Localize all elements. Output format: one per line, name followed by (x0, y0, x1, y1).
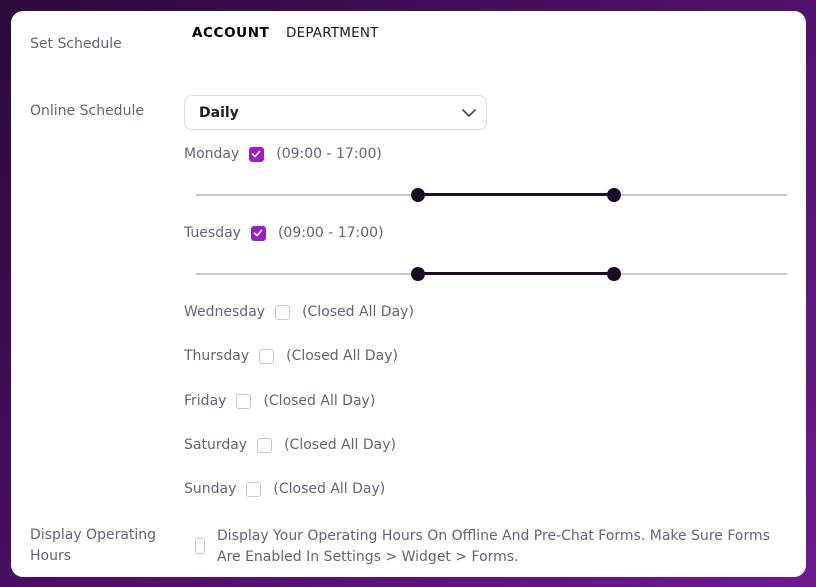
day-hours: (09:00 - 17:00) (277, 225, 384, 241)
display-operating-hours-label: Display Operating Hours (30, 525, 156, 567)
schedule-type-value: Daily (199, 104, 239, 121)
slider-end-handle[interactable] (607, 267, 622, 281)
slider-end-handle[interactable] (607, 188, 622, 202)
monday-hours-slider[interactable] (196, 188, 787, 202)
wednesday-checkbox[interactable] (275, 304, 291, 320)
checkmark-icon (251, 150, 261, 157)
day-row-wednesday: Wednesday (Closed All Day) (184, 304, 414, 320)
slider-start-handle[interactable] (410, 267, 425, 281)
tab-department[interactable]: DEPARTMENT (286, 25, 379, 41)
schedule-settings-card: Set Schedule ACCOUNT DEPARTMENT Online S… (11, 11, 806, 577)
day-hours: (Closed All Day) (302, 304, 414, 320)
slider-range (417, 272, 615, 275)
day-name: Thursday (184, 348, 250, 364)
set-schedule-label: Set Schedule (30, 36, 122, 52)
day-hours: (09:00 - 17:00) (276, 146, 382, 162)
day-row-friday: Friday (Closed All Day) (184, 393, 375, 409)
saturday-checkbox[interactable] (257, 437, 273, 453)
day-name: Sunday (184, 481, 237, 497)
tuesday-hours-slider[interactable] (196, 267, 787, 281)
label-line: Display Operating (30, 527, 157, 543)
day-hours: (Closed All Day) (284, 437, 396, 453)
online-schedule-label: Online Schedule (30, 103, 144, 119)
day-name: Saturday (184, 437, 248, 453)
thursday-checkbox[interactable] (259, 348, 275, 364)
checkmark-icon (253, 229, 263, 236)
display-hours-description: Display Your Operating Hours On Offline … (217, 528, 770, 565)
label-line: Hours (30, 548, 72, 564)
day-name: Monday (184, 146, 240, 162)
day-hours: (Closed All Day) (286, 348, 398, 364)
slider-start-handle[interactable] (410, 188, 425, 202)
chevron-down-icon (462, 109, 476, 117)
friday-checkbox[interactable] (236, 393, 252, 409)
day-name: Tuesday (184, 225, 241, 241)
tuesday-checkbox[interactable] (250, 225, 266, 241)
sunday-checkbox[interactable] (246, 481, 262, 497)
day-row-sunday: Sunday (Closed All Day) (184, 481, 385, 497)
day-row-thursday: Thursday (Closed All Day) (184, 348, 398, 364)
day-name: Friday (184, 393, 227, 409)
day-hours: (Closed All Day) (263, 393, 376, 409)
day-name: Wednesday (184, 304, 266, 320)
day-row-tuesday: Tuesday (09:00 - 17:00) (184, 225, 384, 241)
display-hours-checkbox[interactable] (195, 538, 205, 554)
day-row-monday: Monday (09:00 - 17:00) (184, 146, 382, 162)
day-hours: (Closed All Day) (273, 481, 386, 497)
slider-range (417, 193, 615, 196)
monday-checkbox[interactable] (249, 146, 265, 162)
schedule-type-select[interactable]: Daily (184, 95, 487, 130)
day-row-saturday: Saturday (Closed All Day) (184, 437, 396, 453)
tab-account[interactable]: ACCOUNT (192, 25, 270, 41)
